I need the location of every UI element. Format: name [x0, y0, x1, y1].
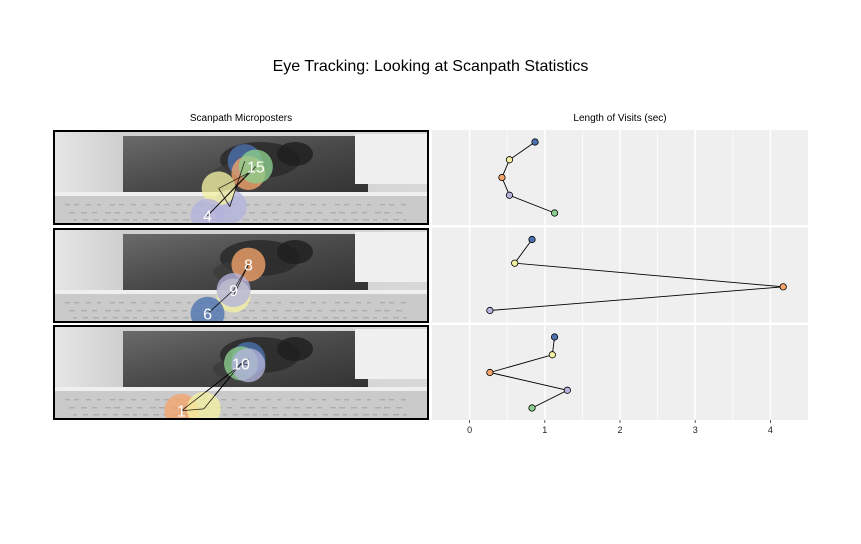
visit-point	[505, 156, 514, 164]
x-tick-label: 0	[467, 425, 472, 435]
visit-point	[548, 351, 556, 359]
x-tick-label: 4	[768, 425, 773, 435]
fixation-circle	[190, 198, 225, 223]
facet-1	[432, 130, 808, 225]
fixation-label: 10	[232, 356, 250, 373]
fixation-label: 8	[244, 258, 253, 275]
x-tick-label: 2	[617, 425, 622, 435]
micropster-image: 89 6	[55, 230, 427, 321]
facet-2	[432, 227, 808, 323]
visit-point	[486, 368, 494, 377]
fixation-circle	[190, 296, 225, 321]
visit-point	[486, 306, 494, 315]
facet-3	[432, 325, 808, 420]
fixation-label: 4	[203, 209, 212, 223]
x-tick-label: 1	[542, 425, 547, 435]
visit-point	[528, 235, 536, 244]
microposters-title: Scanpath Microposters	[189, 113, 293, 124]
micropster-panel-3: 1 10	[53, 325, 429, 420]
visits-chart: 0 1 2 3 4	[432, 130, 808, 435]
visit-point	[505, 191, 514, 199]
visit-point	[779, 283, 787, 291]
visits-chart-title: Length of Visits (sec)	[573, 113, 667, 124]
fixation-label: 15	[247, 160, 265, 177]
visit-point	[531, 138, 539, 146]
fixation-label: 1	[177, 404, 186, 418]
visit-point	[498, 173, 506, 182]
fixation-label: 6	[203, 307, 212, 321]
page-title: Eye Tracking: Looking at Scanpath Statis…	[272, 58, 589, 75]
visit-point	[511, 259, 519, 267]
micropster-panel-1: 4 15	[53, 130, 429, 225]
fixation-label: 9	[229, 283, 238, 300]
visit-point	[550, 209, 559, 217]
micropster-image: 1 10	[55, 327, 427, 418]
visit-point	[528, 404, 536, 412]
visit-point	[550, 333, 559, 341]
visit-path-line	[489, 239, 784, 311]
micropster-image: 4 15	[55, 132, 427, 223]
x-tick-label: 3	[693, 425, 698, 435]
visit-point	[563, 386, 571, 394]
